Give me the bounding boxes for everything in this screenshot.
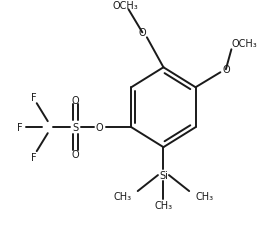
Text: CH₃: CH₃ bbox=[113, 191, 131, 201]
Text: Si: Si bbox=[159, 170, 168, 180]
Text: O: O bbox=[95, 123, 103, 133]
Text: O: O bbox=[222, 65, 230, 75]
Text: O: O bbox=[71, 96, 79, 106]
Text: F: F bbox=[31, 153, 37, 162]
Text: OCH₃: OCH₃ bbox=[112, 1, 138, 11]
Text: S: S bbox=[72, 123, 78, 133]
Text: F: F bbox=[31, 93, 37, 103]
Text: F: F bbox=[17, 123, 23, 133]
Text: O: O bbox=[139, 28, 146, 38]
Text: OCH₃: OCH₃ bbox=[231, 39, 257, 49]
Text: CH₃: CH₃ bbox=[196, 191, 214, 201]
Text: CH₃: CH₃ bbox=[154, 200, 173, 210]
Text: O: O bbox=[71, 149, 79, 159]
